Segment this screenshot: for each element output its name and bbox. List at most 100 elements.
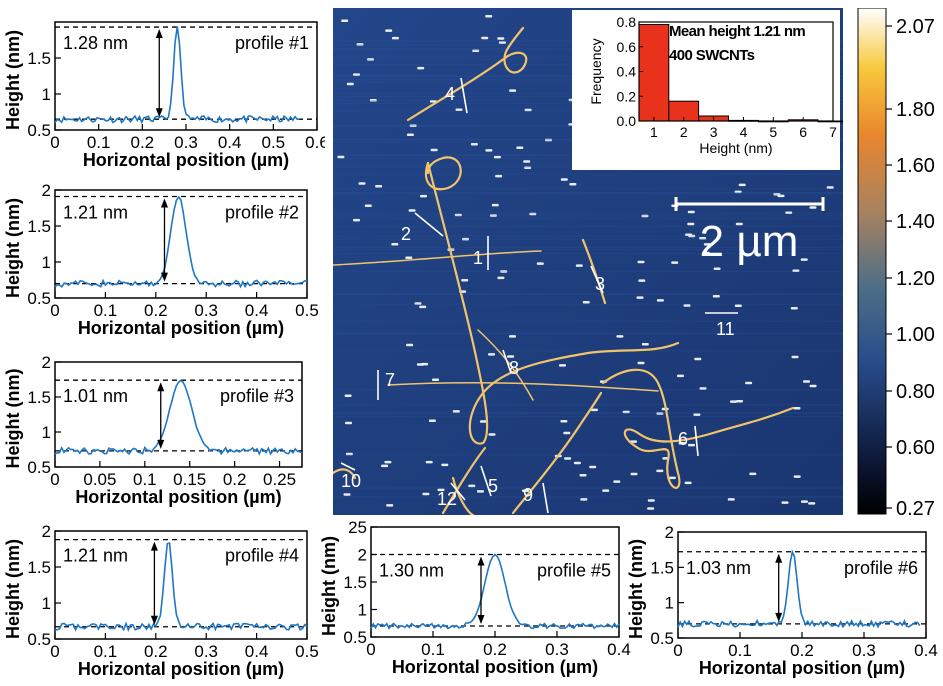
particle [495,174,503,178]
particle [536,262,544,265]
nanotube-horizontal-c [333,250,542,266]
particle [636,296,644,299]
histogram-x-tick-label: 1 [650,124,658,140]
particle [419,305,427,309]
x-tick-label: 0.6 [305,133,325,152]
double-arrow-icon [477,556,485,624]
particle [516,146,524,149]
scan-line [333,173,843,175]
nanotube-short-e [581,238,607,305]
particle [656,412,664,415]
particle [590,408,598,412]
scan-line [333,320,843,322]
particle [560,178,568,181]
particle [384,460,392,464]
profile-marker-label: 8 [509,358,519,378]
scan-line [333,192,843,194]
x-axis-label: Horizontal position (µm) [83,150,289,170]
particle [564,457,572,460]
particle [341,19,349,22]
particle [485,149,493,152]
x-tick-label: 0.5 [262,133,286,152]
profile-chart-4: 0.5 1 1.5 2 0 0.1 0.2 0.3 0.4 0.5 Horizontal posit… [3,522,319,679]
x-axis-label: Horizontal position (µm) [392,657,598,677]
particle [337,155,345,159]
colorbar-tick-label: 0.80 [896,381,935,403]
particle [573,461,581,465]
particle [579,474,587,477]
height-label: 1.01 nm [63,386,128,406]
scan-line [333,332,843,334]
particle [481,36,489,40]
y-tick-label: 1.5 [27,49,51,68]
particle [569,183,577,186]
x-tick-label: 0 [50,133,59,152]
scan-line [333,225,843,227]
x-tick-label: 0.2 [223,470,247,489]
profile-chart-2: 0.5 1 1.5 2 0 0.1 0.2 0.3 0.4 0.5 Horizontal posit… [3,181,319,338]
particle [489,214,497,217]
y-tick-label: 0.5 [650,629,674,648]
profile-line [54,379,303,456]
particle [497,276,505,280]
particle [455,108,463,111]
particle [791,355,799,359]
particle [524,108,532,112]
particle [488,353,495,356]
x-tick-label: 0 [50,301,59,320]
plot-frame [54,189,308,299]
particle [406,343,414,347]
profile-marker-5: 5 [480,465,498,497]
particle [641,214,649,218]
particle [800,258,808,261]
profile-line [370,553,620,630]
particle [529,212,537,216]
profile-marker-label: 11 [716,319,735,339]
particle [647,507,655,510]
particle [808,502,816,505]
profile-marker-12: 12 [437,482,466,509]
histogram-x-tick-label: 3 [710,124,718,140]
plot-group: 0.5 1 1.5 2 0 0.1 0.2 0.3 0.4 0.5 Horizontal posit… [3,522,319,679]
particle [702,251,710,255]
particle [375,185,383,188]
double-arrow-icon [775,553,783,622]
x-tick-label: 0.2 [144,642,168,661]
scan-line [333,192,843,193]
histogram-x-tick-label: 5 [769,124,777,140]
x-tick-label: 0.4 [245,301,269,320]
particle [406,133,414,136]
particle [560,420,568,423]
x-tick-label: 0 [50,470,59,489]
profile-marker-1: 1 [473,236,489,270]
plot-frame [370,526,620,638]
profile-marker-9: 9 [523,482,549,514]
nanotube-loop-g [601,368,795,489]
profile-marker-label: 4 [445,84,455,104]
height-label: 1.28 nm [63,33,128,53]
particle [734,304,742,307]
particle [522,489,529,492]
particle [801,500,808,503]
particle [713,267,721,270]
scan-line [333,303,843,305]
x-tick-label: 0.3 [194,301,218,320]
y-tick-label: 0.5 [27,289,51,308]
particle [826,186,834,189]
particle [656,299,664,302]
y-tick-label: 0.5 [27,121,51,140]
scan-line [333,454,843,456]
scan-line [333,294,843,296]
scan-line [333,496,843,498]
particle [683,304,691,307]
y-tick-label: 0.5 [27,458,51,477]
particle [671,261,679,264]
particle [685,233,693,236]
particle [793,407,801,410]
particle [507,355,515,358]
x-tick-label: 0.5 [295,301,319,320]
height-label: 1.21 nm [63,202,128,222]
particle [647,499,655,502]
scan-line [333,218,843,220]
